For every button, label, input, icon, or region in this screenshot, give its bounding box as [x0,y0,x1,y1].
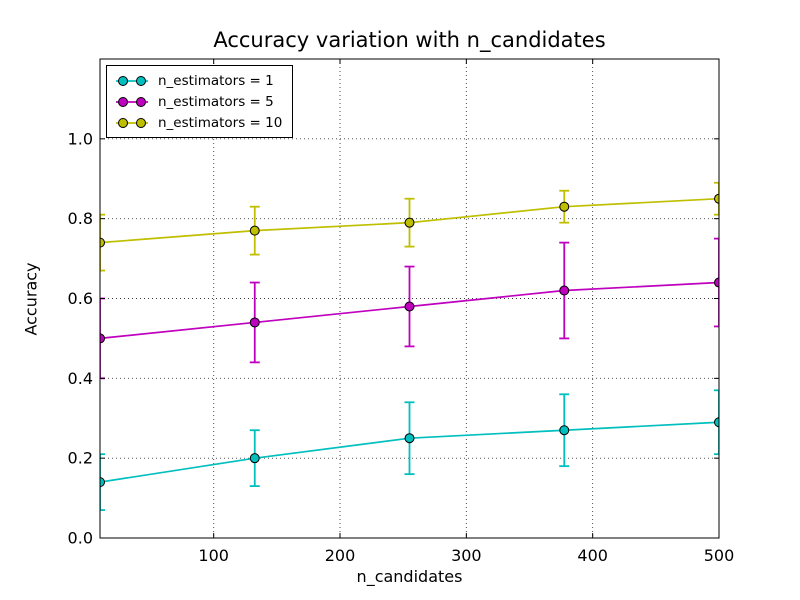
legend-item: n_estimators = 10 [114,112,282,133]
data-point-marker [249,317,260,328]
data-point-marker [404,217,415,228]
data-point-marker [714,277,719,288]
x-axis-label: n_candidates [356,567,463,586]
data-point-marker [249,225,260,236]
legend-item-label: n_estimators = 5 [158,93,274,110]
data-point-marker [559,425,570,436]
data-point-marker [559,201,570,212]
legend-item: n_estimators = 1 [114,70,282,91]
y-axis-label: Accuracy [21,262,41,336]
data-point-marker [100,477,105,488]
x-tick-label: 400 [577,546,608,565]
legend-marker-icon [116,96,148,107]
data-point-marker [404,301,415,312]
data-point-marker [559,285,570,296]
legend-item-label: n_estimators = 1 [158,72,274,89]
series-2 [100,237,719,380]
y-tick-label: 0.2 [68,449,93,468]
y-tick-label: 0.8 [68,209,93,228]
data-point-marker [249,453,260,464]
y-tick-label: 0.4 [68,369,93,388]
legend: n_estimators = 1 n_estimators = 5 n_estima… [106,65,294,138]
data-point-marker [404,433,415,444]
x-tick-label: 100 [198,546,229,565]
x-tick-label: 300 [451,546,482,565]
chart-title: Accuracy variation with n_candidates [213,28,606,52]
data-point-marker [100,237,105,248]
series-3 [100,181,719,272]
legend-marker-icon [116,117,148,128]
legend-marker-icon [116,75,148,86]
legend-item: n_estimators = 5 [114,91,282,112]
y-tick-label: 0.6 [68,289,93,308]
y-tick-label: 1.0 [68,129,93,148]
x-tick-label: 500 [704,546,735,565]
x-tick-label: 200 [325,546,356,565]
data-point-marker [100,333,105,344]
legend-item-label: n_estimators = 10 [158,114,283,131]
series-1 [100,389,719,511]
y-tick-label: 0.0 [68,529,93,548]
data-point-marker [714,193,719,204]
data-point-marker [714,417,719,428]
